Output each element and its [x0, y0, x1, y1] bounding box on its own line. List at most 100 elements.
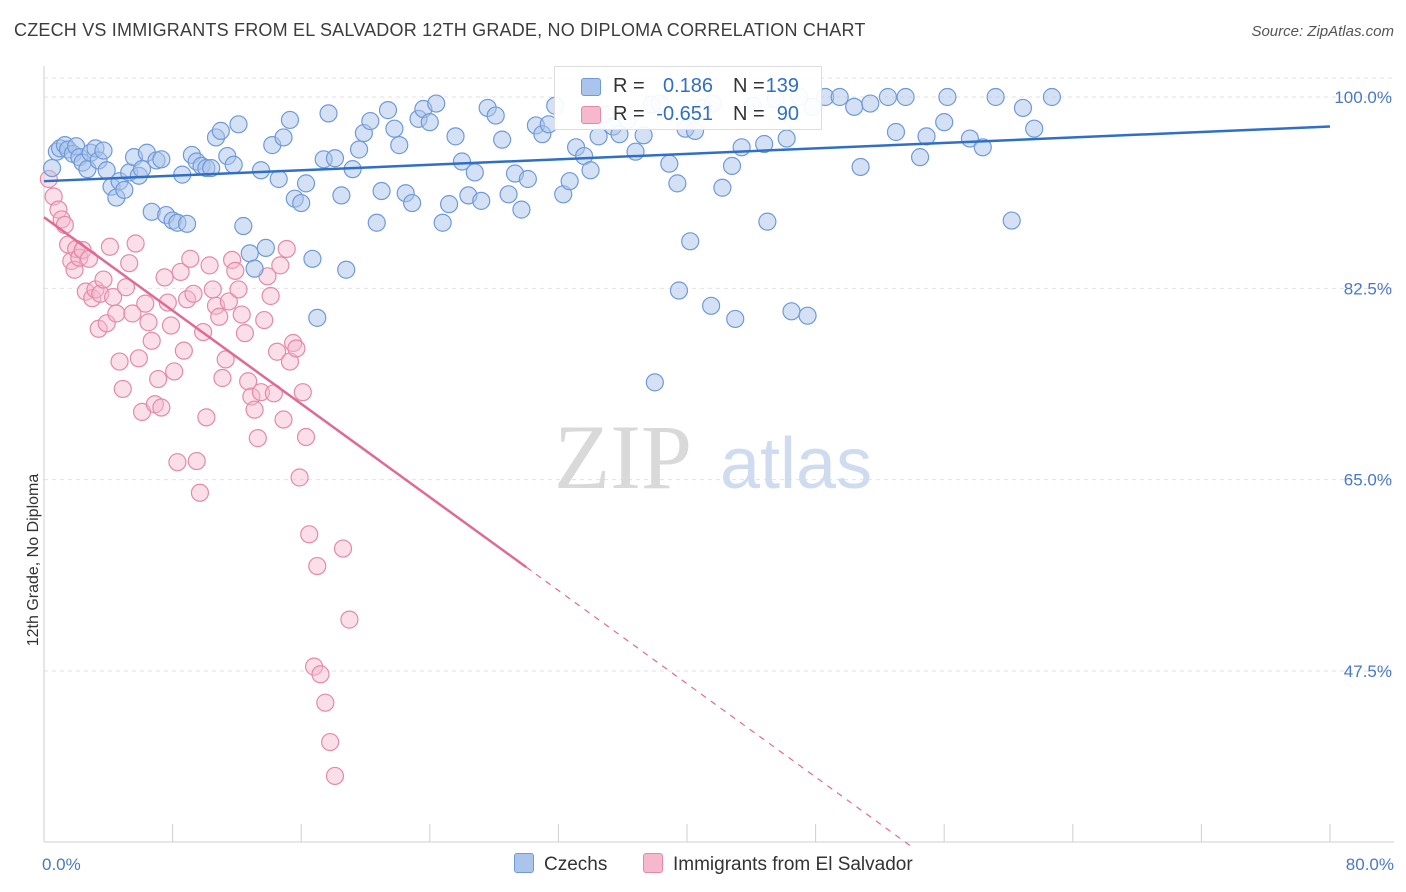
salvador-points: [39, 169, 359, 786]
salvador-point: [120, 254, 139, 273]
n-label: N =: [733, 103, 765, 125]
salvador-point: [216, 350, 235, 369]
salvador-point: [107, 304, 126, 323]
czech-point: [240, 244, 259, 263]
czech-point: [42, 158, 62, 178]
czech-point: [681, 232, 700, 251]
czech-point: [486, 106, 505, 125]
czech-point: [308, 308, 327, 327]
legend-row-salvador: R = -0.651 N = 90: [555, 100, 821, 128]
czech-point: [589, 127, 608, 146]
czech-point: [560, 172, 579, 191]
axes: [43, 66, 1394, 843]
czech-point: [446, 127, 465, 146]
czech-point: [94, 141, 113, 160]
czech-point: [337, 260, 356, 279]
salvador-point: [325, 766, 345, 786]
tick-labels: 47.5% 65.0% 82.5% 100.0% 0.0% 80.0%: [42, 88, 1394, 874]
czech-point: [420, 113, 439, 132]
legend-item-salvador[interactable]: Immigrants from El Salvador: [643, 853, 913, 876]
salvador-point: [94, 270, 113, 289]
czech-point: [668, 174, 687, 193]
salvador-point: [171, 262, 190, 282]
salvador-point: [293, 383, 312, 402]
czech-point: [349, 140, 369, 159]
czech-point: [427, 94, 446, 113]
salvador-point: [184, 284, 203, 303]
salvador-point: [200, 256, 219, 275]
salvador-point: [308, 556, 327, 576]
czech-point: [935, 113, 954, 132]
czech-point: [452, 152, 472, 171]
czech-point: [296, 174, 316, 193]
salvador-swatch: [581, 106, 601, 124]
salvador-point: [287, 339, 306, 358]
salvador-point: [226, 261, 245, 280]
czech-point: [325, 149, 345, 168]
czech-point: [758, 212, 777, 231]
czech-point: [378, 101, 398, 120]
salvador-point: [274, 410, 293, 429]
salvador-point: [248, 429, 267, 448]
czech-point: [472, 191, 491, 210]
watermark-zip: ZIP: [554, 406, 692, 508]
salvador-point: [149, 369, 168, 389]
salvador-point: [316, 693, 335, 712]
czech-point: [798, 306, 817, 325]
czech-point: [303, 249, 322, 268]
x-tick-label: 0.0%: [42, 855, 81, 874]
salvador-point: [49, 200, 68, 219]
salvador-point: [181, 249, 200, 268]
czech-point: [910, 148, 930, 167]
salvador-point: [340, 610, 359, 629]
salvador-point: [210, 307, 229, 326]
czech-n-value: 139: [765, 75, 799, 97]
czech-point: [845, 97, 864, 116]
y-axis-label: 12th Grade, No Diploma: [25, 474, 42, 647]
czech-point: [202, 158, 221, 178]
legend-row-czechs: R = 0.186 N = 139: [555, 72, 821, 100]
salvador-point: [222, 250, 242, 270]
czech-point: [115, 180, 134, 200]
salvador-trend-line: [43, 216, 527, 569]
czech-point: [645, 373, 664, 392]
czech-point: [886, 122, 906, 142]
salvador-r-value: -0.651: [656, 103, 713, 125]
czech-point: [256, 238, 275, 257]
salvador-point: [123, 304, 142, 323]
source-credit: Source: ZipAtlas.com: [1251, 23, 1394, 40]
czech-point: [713, 178, 732, 197]
salvador-point: [277, 239, 296, 259]
salvador-point: [174, 341, 193, 360]
salvador-point: [271, 256, 290, 275]
salvador-point: [255, 310, 274, 330]
czech-point: [1002, 211, 1021, 230]
czech-points: [42, 87, 1062, 392]
salvador-point: [235, 324, 255, 343]
czech-point: [385, 119, 404, 138]
czech-point: [280, 110, 300, 130]
legend-label-salvador: Immigrants from El Salvador: [673, 854, 913, 875]
legend-item-czechs[interactable]: Czechs: [514, 853, 607, 876]
salvador-point: [155, 268, 174, 287]
salvador-point: [158, 293, 177, 312]
czech-point: [512, 200, 531, 219]
czech-point: [245, 259, 264, 278]
czech-legend-swatch: [514, 853, 534, 873]
salvador-point: [139, 313, 158, 332]
salvador-point: [161, 316, 181, 335]
czech-point: [851, 157, 870, 177]
czech-point: [986, 87, 1005, 107]
salvador-point: [55, 215, 74, 235]
salvador-point: [219, 292, 238, 311]
watermark-atlas: atlas: [720, 424, 872, 504]
salvador-point: [300, 525, 319, 544]
salvador-point: [126, 234, 145, 253]
czech-point: [896, 87, 915, 107]
correlation-legend: R = 0.186 N = 139 R = -0.651 N = 90: [554, 66, 822, 130]
r-label: R =: [613, 75, 645, 97]
czech-point: [660, 154, 679, 173]
czech-point: [830, 87, 849, 107]
salvador-point: [113, 379, 132, 399]
salvador-point: [65, 260, 84, 279]
